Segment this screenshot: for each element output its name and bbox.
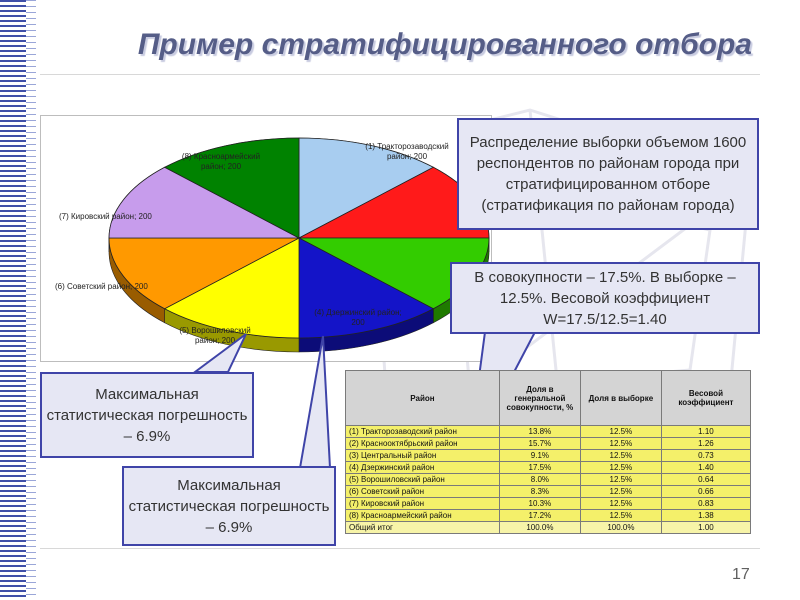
cell-district: Общий итог bbox=[345, 521, 500, 534]
cell-sample-share: 12.5% bbox=[579, 449, 662, 462]
cell-sample-share: 12.5% bbox=[579, 485, 662, 498]
pie-slice-7 bbox=[108, 166, 300, 239]
cell-sample-share: 12.5% bbox=[579, 509, 662, 522]
cell-sample-share: 100.0% bbox=[579, 521, 662, 534]
header-district: Район bbox=[345, 370, 500, 426]
left-callout-pointer bbox=[191, 333, 247, 373]
pie-slice-4 bbox=[298, 237, 435, 339]
title-divider bbox=[40, 74, 760, 75]
callout-error-center-text: Максимальная статистическая погрешность … bbox=[128, 476, 330, 536]
cell-weight: 1.26 bbox=[660, 437, 752, 450]
table-header-row: Район Доля в генеральной совокупности, %… bbox=[345, 370, 752, 426]
page-number: 17 bbox=[732, 566, 750, 583]
callout-weight: В совокупности – 17.5%. В выборке – 12.5… bbox=[450, 262, 760, 334]
header-population-share: Доля в генеральной совокупности, % bbox=[498, 370, 581, 426]
cell-weight: 0.64 bbox=[660, 473, 752, 486]
header-sample-share: Доля в выборке bbox=[579, 370, 662, 426]
callout-error-left: Максимальная статистическая погрешность … bbox=[40, 372, 254, 458]
cell-district: (8) Красноармейский район bbox=[345, 509, 500, 522]
side-stripes-decoration bbox=[0, 0, 26, 600]
pie-slice-8 bbox=[163, 137, 300, 239]
footer-divider bbox=[40, 548, 760, 549]
cell-sample-share: 12.5% bbox=[579, 461, 662, 474]
slice-label-7: (7) Кировский район; 200 bbox=[59, 212, 152, 221]
cell-weight: 0.83 bbox=[660, 497, 752, 510]
header-weight: Весовой коэффициент bbox=[660, 370, 752, 426]
weights-table: Район Доля в генеральной совокупности, %… bbox=[345, 370, 752, 534]
cell-population-share: 15.7% bbox=[498, 437, 581, 450]
table-total-row: Общий итог 100.0% 100.0% 1.00 bbox=[345, 521, 752, 534]
cell-weight: 1.00 bbox=[660, 521, 752, 534]
table-row: (7) Кировский район 10.3% 12.5% 0.83 bbox=[345, 497, 752, 510]
cell-district: (5) Ворошиловский район bbox=[345, 473, 500, 486]
cell-district: (3) Центральный район bbox=[345, 449, 500, 462]
cell-weight: 0.66 bbox=[660, 485, 752, 498]
cell-sample-share: 12.5% bbox=[579, 437, 662, 450]
table-row: (8) Красноармейский район 17.2% 12.5% 1.38 bbox=[345, 509, 752, 522]
table-row: (2) Краснооктябрьский район 15.7% 12.5% 1.2… bbox=[345, 437, 752, 450]
cell-district: (2) Краснооктябрьский район bbox=[345, 437, 500, 450]
table-row: (6) Советский район 8.3% 12.5% 0.66 bbox=[345, 485, 752, 498]
cell-sample-share: 12.5% bbox=[579, 497, 662, 510]
cell-district: (4) Дзержинский район bbox=[345, 461, 500, 474]
table-row: (1) Тракторозаводский район 13.8% 12.5% 1.1… bbox=[345, 425, 752, 438]
pie-slice-1 bbox=[298, 137, 435, 239]
slide-title: Пример стратифицированного отбора bbox=[137, 28, 752, 61]
cell-district: (1) Тракторозаводский район bbox=[345, 425, 500, 438]
side-stripes-decoration-thin bbox=[26, 0, 36, 600]
slice-label-5: (5) Ворошиловский район; 200 bbox=[179, 326, 251, 345]
callout-error-left-text: Максимальная статистическая погрешность … bbox=[46, 385, 248, 445]
callout-weight-text: В совокупности – 17.5%. В выборке – 12.5… bbox=[474, 268, 736, 328]
cell-population-share: 100.0% bbox=[498, 521, 581, 534]
pie-chart-frame: (1) Тракторозаводский район; 200 (8) Кра… bbox=[40, 115, 492, 362]
slice-label-8: (8) Красноармейский район; 200 bbox=[181, 152, 261, 171]
callout-distribution: Распределение выборки объемом 1600 респо… bbox=[457, 118, 759, 230]
slice-label-4: (4) Дзержинский район; 200 bbox=[314, 308, 402, 327]
callout-distribution-text: Распределение выборки объемом 1600 респо… bbox=[469, 134, 747, 214]
cell-weight: 1.10 bbox=[660, 425, 752, 438]
callout-error-center: Максимальная статистическая погрешность … bbox=[122, 466, 336, 546]
table-row: (3) Центральный район 9.1% 12.5% 0.73 bbox=[345, 449, 752, 462]
table-row: (5) Ворошиловский район 8.0% 12.5% 0.64 bbox=[345, 473, 752, 486]
pie-chart bbox=[108, 137, 490, 353]
cell-population-share: 10.3% bbox=[498, 497, 581, 510]
cell-population-share: 13.8% bbox=[498, 425, 581, 438]
cell-population-share: 8.3% bbox=[498, 485, 581, 498]
cell-district: (7) Кировский район bbox=[345, 497, 500, 510]
cell-district: (6) Советский район bbox=[345, 485, 500, 498]
pie-slice-5 bbox=[163, 237, 300, 339]
cell-weight: 0.73 bbox=[660, 449, 752, 462]
cell-population-share: 8.0% bbox=[498, 473, 581, 486]
cell-sample-share: 12.5% bbox=[579, 425, 662, 438]
cell-sample-share: 12.5% bbox=[579, 473, 662, 486]
cell-weight: 1.38 bbox=[660, 509, 752, 522]
cell-population-share: 9.1% bbox=[498, 449, 581, 462]
slice-label-6: (6) Советский район; 200 bbox=[55, 282, 148, 291]
cell-weight: 1.40 bbox=[660, 461, 752, 474]
slice-label-1: (1) Тракторозаводский район; 200 bbox=[365, 142, 449, 161]
center-callout-pointer bbox=[298, 335, 332, 469]
pie-slice-6 bbox=[108, 237, 300, 310]
cell-population-share: 17.2% bbox=[498, 509, 581, 522]
cell-population-share: 17.5% bbox=[498, 461, 581, 474]
table-row: (4) Дзержинский район 17.5% 12.5% 1.40 bbox=[345, 461, 752, 474]
